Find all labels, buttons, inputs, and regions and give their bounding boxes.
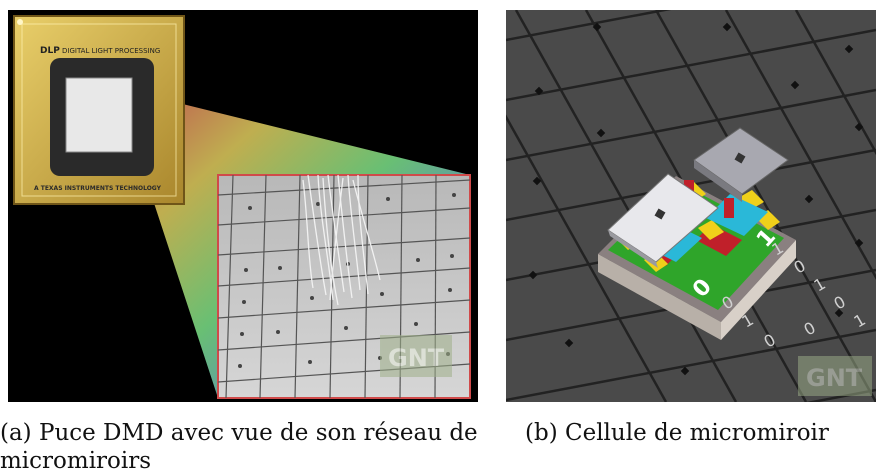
gnt-watermark-b: GNT — [798, 356, 872, 396]
chip-subtitle-text: A TEXAS INSTRUMENTS TECHNOLOGY — [34, 185, 162, 192]
chip-title-text: DIGITAL LIGHT PROCESSING — [62, 47, 160, 55]
mirror-grid — [506, 10, 876, 402]
svg-text:1: 1 — [851, 310, 869, 332]
svg-text:GNT: GNT — [806, 364, 863, 392]
svg-text:GNT: GNT — [388, 344, 445, 372]
svg-text:1: 1 — [739, 310, 757, 332]
micromirror-cell-render: 0 1 0 1 0 1 0 1 0 1 0 GNT — [506, 10, 876, 402]
caption-a: (a) Puce DMD avec vue de son réseau de m… — [0, 420, 478, 474]
dmd-chip-illustration: DLP DIGITAL LIGHT PROCESSING A TEXAS INS… — [13, 15, 471, 399]
svg-text:0: 0 — [801, 318, 819, 340]
gnt-watermark-a: GNT — [380, 335, 452, 377]
dmd-chip: DLP DIGITAL LIGHT PROCESSING A TEXAS INS… — [13, 15, 185, 205]
svg-text:0: 0 — [831, 292, 849, 314]
dmd-chip-photo: DLP DIGITAL LIGHT PROCESSING A TEXAS INS… — [8, 10, 478, 402]
micromirror-right — [693, 127, 789, 202]
micromirror-cell-illustration: 0 1 0 1 0 1 0 1 0 1 0 GNT — [506, 10, 876, 402]
caption-b: (b) Cellule de micromiroir — [525, 420, 829, 446]
dlp-logo: DLP — [40, 46, 60, 56]
micromirror-left — [607, 173, 719, 268]
micromirror-array-zoom: GNT — [217, 174, 471, 399]
svg-text:0: 0 — [791, 256, 809, 278]
